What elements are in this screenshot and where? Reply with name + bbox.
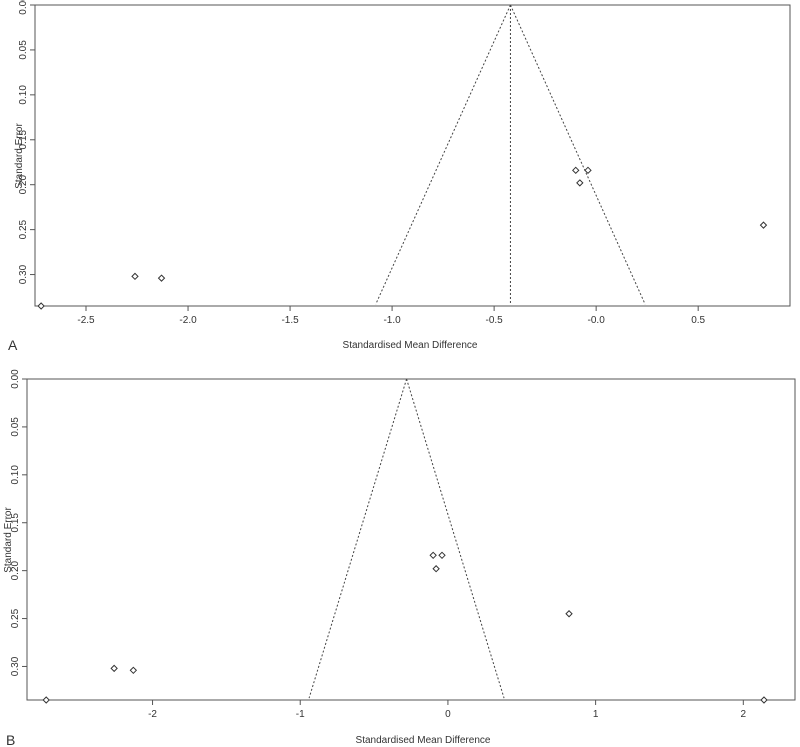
panel-b-plot-frame	[26, 378, 796, 701]
panel-a-x-tick-label: 0.5	[691, 315, 705, 326]
panel-b-y-tick-label: 0.25	[10, 608, 21, 628]
panel-b-x-tick-label: 2	[741, 709, 747, 720]
panel-b-funnel-left-limit	[308, 378, 408, 699]
panel-a-y-tick-label: 0.00	[18, 0, 29, 15]
panel-a-y-tick-label: 0.10	[18, 85, 29, 105]
panel-b-y-axis-label: Standard Error	[3, 507, 14, 573]
panel-a-x-tick-label: -2.0	[179, 315, 197, 326]
panel-a-funnel-right-limit	[509, 4, 646, 305]
panel-a-y-axis-label: Standard Error	[14, 123, 25, 189]
panel-a-x-tick-label: -0.0	[588, 315, 606, 326]
panel-a: A Standardised Mean Difference Standard …	[8, 0, 791, 353]
panel-a-y-tick-label: 0.25	[18, 219, 29, 239]
panel-b-x-tick-label: 1	[593, 709, 599, 720]
panel-a-study-point	[584, 166, 592, 175]
panel-b-study-point	[110, 664, 118, 673]
panel-a-plot-frame	[34, 4, 791, 307]
panel-a-study-point	[131, 272, 139, 281]
panel-a-study-point	[576, 179, 584, 187]
panel-a-study-point	[37, 302, 45, 310]
panel-a-x-axis-label: Standardised Mean Difference	[343, 340, 478, 351]
panel-b-study-point	[42, 696, 50, 704]
panel-b-x-axis-label: Standardised Mean Difference	[356, 735, 491, 746]
panel-a-y-tick-label: 0.05	[18, 40, 29, 60]
panel-b-y-tick-label: 0.05	[10, 417, 21, 437]
panel-a-funnel-left-limit	[375, 4, 511, 305]
panel-a-y-tick-label: 0.20	[18, 175, 29, 195]
panel-b-y-tick-label: 0.15	[10, 513, 21, 533]
panel-b-y-tick-label: 0.00	[10, 369, 21, 389]
panel-b-y-tick-label: 0.10	[10, 465, 21, 485]
panel-a-label: A	[8, 337, 18, 353]
panel-b-study-point	[429, 551, 437, 560]
panel-b-x-tick-label: -1	[296, 709, 305, 720]
panel-b-x-tick-label: -2	[148, 709, 157, 720]
panel-b-y-tick-label: 0.30	[10, 656, 21, 676]
panel-b-x-tick-label: 0	[445, 709, 451, 720]
panel-b-study-point	[438, 551, 446, 560]
panel-a-study-point	[759, 221, 768, 229]
panel-a-y-tick-label: 0.15	[18, 130, 29, 150]
panel-a-x-tick-label: -0.5	[486, 315, 504, 326]
panel-b-y-tick-label: 0.20	[10, 560, 21, 580]
panel-b-funnel-right-limit	[406, 378, 505, 699]
panel-a-x-tick-label: -2.5	[77, 315, 95, 326]
panel-a-x-tick-label: -1.0	[383, 315, 401, 326]
panel-b: B Standardised Mean Difference Standard …	[3, 369, 796, 747]
panel-b-study-point	[432, 565, 440, 573]
panel-a-study-point	[157, 274, 166, 282]
panel-a-x-tick-label: -1.5	[281, 315, 299, 326]
panel-a-study-point	[572, 166, 580, 175]
panel-b-study-point	[565, 610, 573, 618]
panel-b-study-point	[129, 666, 138, 675]
panel-b-study-point	[760, 696, 768, 704]
panel-a-y-tick-label: 0.30	[18, 264, 29, 284]
panel-b-label: B	[6, 732, 15, 747]
